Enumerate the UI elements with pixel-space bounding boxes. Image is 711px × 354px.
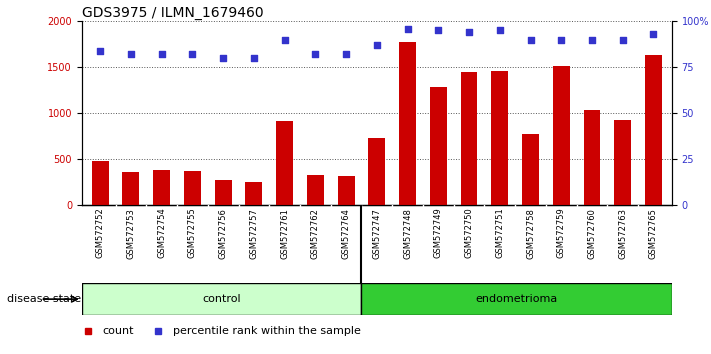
Point [95, 48, 106, 53]
Text: GSM572765: GSM572765 [649, 208, 658, 258]
Point [464, 29, 475, 35]
Point [432, 28, 444, 33]
Text: GSM572749: GSM572749 [434, 208, 443, 258]
Point [341, 52, 352, 57]
Text: GSM572752: GSM572752 [96, 208, 105, 258]
Text: count: count [102, 326, 134, 336]
Bar [92, 161, 109, 205]
Bar [491, 72, 508, 205]
Text: GSM572759: GSM572759 [557, 208, 566, 258]
Text: percentile rank within the sample: percentile rank within the sample [173, 326, 361, 336]
Bar [584, 110, 600, 205]
Text: control: control [202, 294, 241, 304]
Text: GSM572751: GSM572751 [496, 208, 504, 258]
Point [125, 52, 137, 57]
FancyBboxPatch shape [361, 283, 672, 315]
Point [525, 37, 536, 42]
Bar [245, 182, 262, 205]
Text: GSM572760: GSM572760 [587, 208, 597, 258]
Bar [122, 172, 139, 205]
Text: GSM572753: GSM572753 [127, 208, 135, 258]
Text: GSM572754: GSM572754 [157, 208, 166, 258]
Text: GSM572756: GSM572756 [219, 208, 228, 258]
Point [218, 55, 229, 61]
Point [371, 42, 383, 48]
Bar [215, 179, 232, 205]
Point [310, 52, 321, 57]
Bar [614, 120, 631, 205]
Point [187, 52, 198, 57]
Text: GSM572762: GSM572762 [311, 208, 320, 258]
Text: GSM572764: GSM572764 [341, 208, 351, 258]
Bar [461, 72, 478, 205]
Text: endometrioma: endometrioma [476, 294, 557, 304]
Text: GSM572755: GSM572755 [188, 208, 197, 258]
Bar [307, 175, 324, 205]
Text: GSM572758: GSM572758 [526, 208, 535, 258]
Bar [184, 171, 201, 205]
Text: GSM572757: GSM572757 [250, 208, 258, 258]
Bar [276, 121, 293, 205]
Bar [338, 176, 355, 205]
Text: GSM572747: GSM572747 [373, 208, 381, 258]
Bar [430, 87, 447, 205]
Point [648, 31, 659, 37]
Point [494, 28, 506, 33]
Text: GDS3975 / ILMN_1679460: GDS3975 / ILMN_1679460 [82, 6, 263, 20]
Bar [522, 133, 539, 205]
Text: GSM572763: GSM572763 [619, 208, 627, 259]
Point [402, 26, 413, 32]
Bar [399, 42, 416, 205]
FancyBboxPatch shape [82, 283, 361, 315]
Text: GSM572761: GSM572761 [280, 208, 289, 258]
Text: GSM572748: GSM572748 [403, 208, 412, 258]
Bar [368, 138, 385, 205]
Point [156, 52, 167, 57]
Text: GSM572750: GSM572750 [464, 208, 474, 258]
Bar [154, 170, 170, 205]
Point [248, 55, 260, 61]
Text: disease state: disease state [7, 294, 81, 304]
Bar [552, 66, 570, 205]
Point [279, 37, 290, 42]
Point [617, 37, 629, 42]
Point [587, 37, 598, 42]
Bar [645, 55, 662, 205]
Point [555, 37, 567, 42]
